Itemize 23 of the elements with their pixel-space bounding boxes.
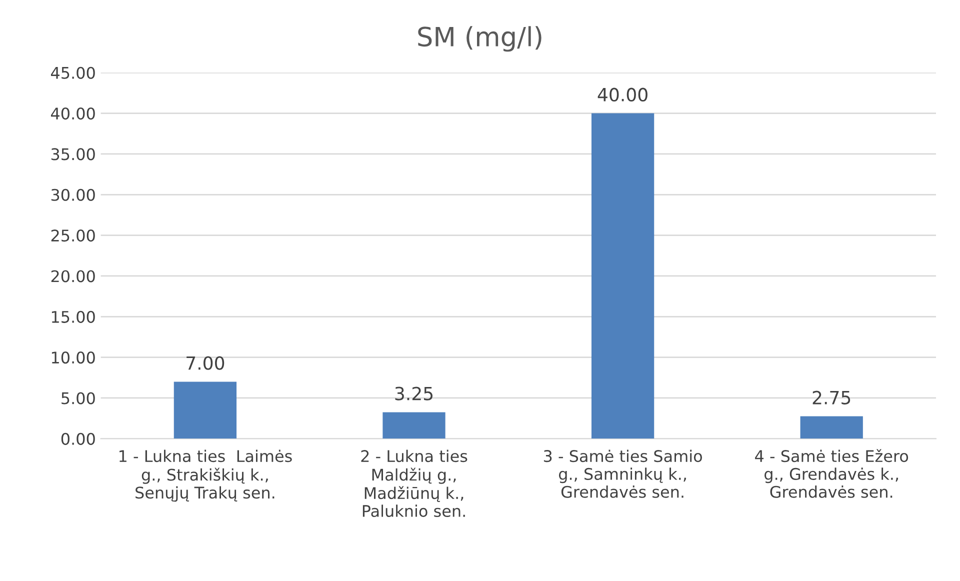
data-label: 3.25 <box>395 386 433 400</box>
y-tick-label: 5.00 <box>62 392 95 404</box>
data-label: 40.00 <box>598 88 648 102</box>
bar <box>800 416 863 439</box>
x-tick-label: 2 - Lukna ties Maldžių g., Madžiūnų k., Paluknio sen. <box>361 450 468 518</box>
bar <box>382 412 446 439</box>
y-tick-label: 40.00 <box>50 108 95 120</box>
chart-title: SM (mg/l) <box>418 26 542 52</box>
bar <box>591 113 654 439</box>
y-tick-label: 35.00 <box>51 148 95 160</box>
y-tick-label: 30.00 <box>51 188 95 201</box>
x-tick-label: 1 - Lukna ties Laimės g., Strakiškių k., Senųjų Trakų sen. <box>120 450 292 502</box>
data-label: 7.00 <box>186 356 224 370</box>
y-tick-label: 25.00 <box>51 230 95 242</box>
y-tick-label: 45.00 <box>50 66 95 79</box>
y-tick-label: 0.00 <box>61 432 95 445</box>
x-tick-label: 4 - Samė ties Ežero g., Grendavės k., Grendavės sen. <box>755 449 908 498</box>
y-tick-label: 10.00 <box>52 352 95 364</box>
bar <box>174 382 237 439</box>
y-tick-label: 15.00 <box>52 310 95 323</box>
x-tick-label: 3 - Samė ties Samio g., Samninkų k., Grendavės sen. <box>544 450 702 498</box>
y-tick-label: 20.00 <box>51 270 95 282</box>
data-label: 2.75 <box>812 390 850 404</box>
